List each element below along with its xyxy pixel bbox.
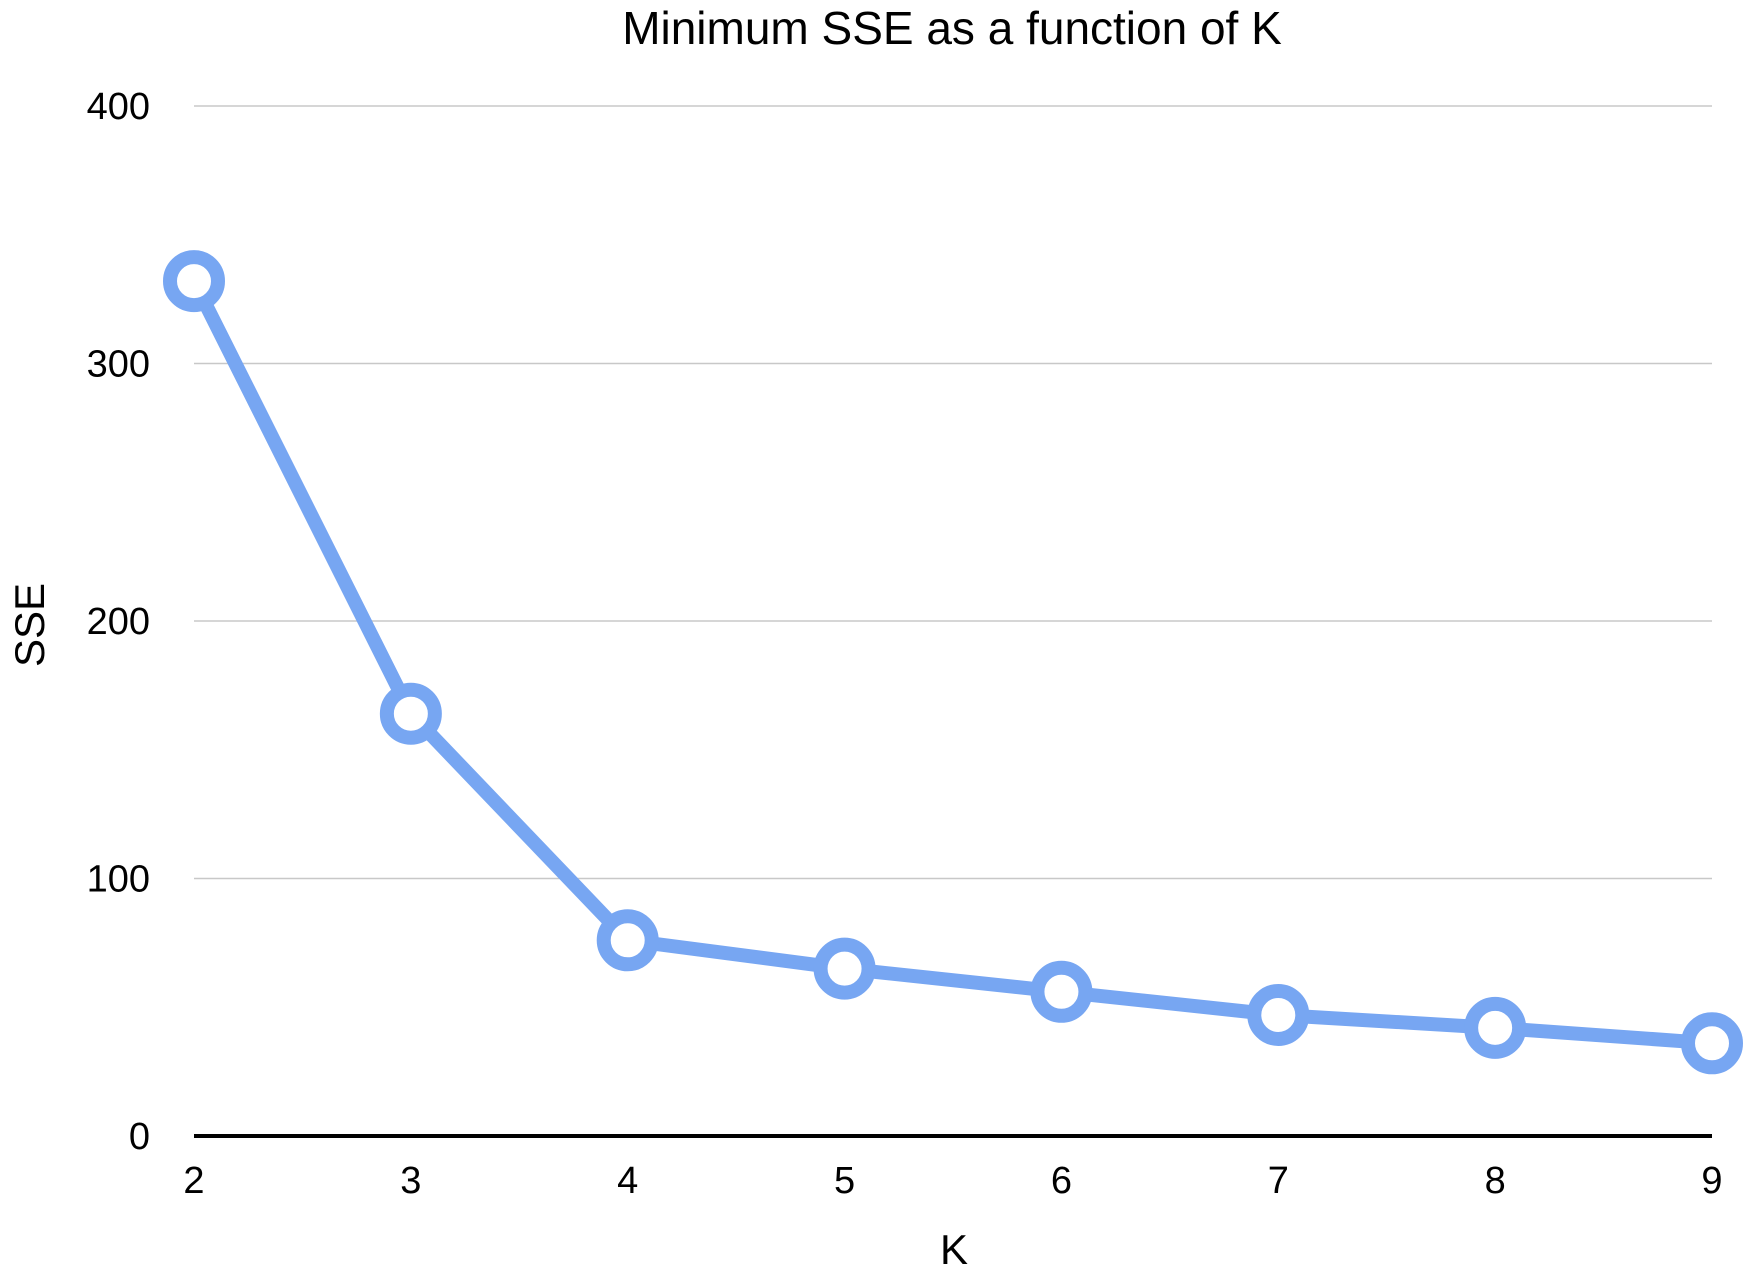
x-tick-label-6: 6 xyxy=(1051,1160,1072,1202)
series-line-group xyxy=(163,250,1743,1075)
y-axis-title: SSE xyxy=(6,583,53,667)
gridlines xyxy=(194,105,1712,880)
data-point-k-5 xyxy=(813,937,876,1000)
x-tick-label-7: 7 xyxy=(1268,1160,1289,1202)
y-tick-label-200: 200 xyxy=(87,601,150,643)
x-tick-label-5: 5 xyxy=(834,1160,855,1202)
x-axis-ticks: 2 3 4 5 6 7 8 9 xyxy=(183,1160,1722,1202)
x-axis-title: K xyxy=(940,1226,968,1273)
x-tick-label-3: 3 xyxy=(400,1160,421,1202)
data-point-k-7 xyxy=(1247,983,1310,1046)
data-point-k-3 xyxy=(379,682,442,745)
series-line-0 xyxy=(187,274,1719,1051)
x-tick-label-2: 2 xyxy=(183,1160,204,1202)
x-tick-label-8: 8 xyxy=(1485,1160,1506,1202)
chart-title: Minimum SSE as a function of K xyxy=(622,2,1282,54)
y-tick-label-300: 300 xyxy=(87,344,150,386)
data-point-k-8 xyxy=(1464,996,1527,1059)
y-tick-label-100: 100 xyxy=(87,859,150,901)
x-tick-label-4: 4 xyxy=(617,1160,638,1202)
y-tick-label-400: 400 xyxy=(87,86,150,128)
data-point-k-2 xyxy=(163,250,225,313)
data-point-k-9 xyxy=(1681,1012,1743,1075)
data-point-k-4 xyxy=(596,909,659,972)
x-tick-label-9: 9 xyxy=(1701,1160,1722,1202)
y-tick-label-0: 0 xyxy=(129,1116,150,1158)
data-point-k-6 xyxy=(1030,960,1093,1023)
y-axis-ticks: 0 100 200 300 400 xyxy=(87,86,150,1158)
